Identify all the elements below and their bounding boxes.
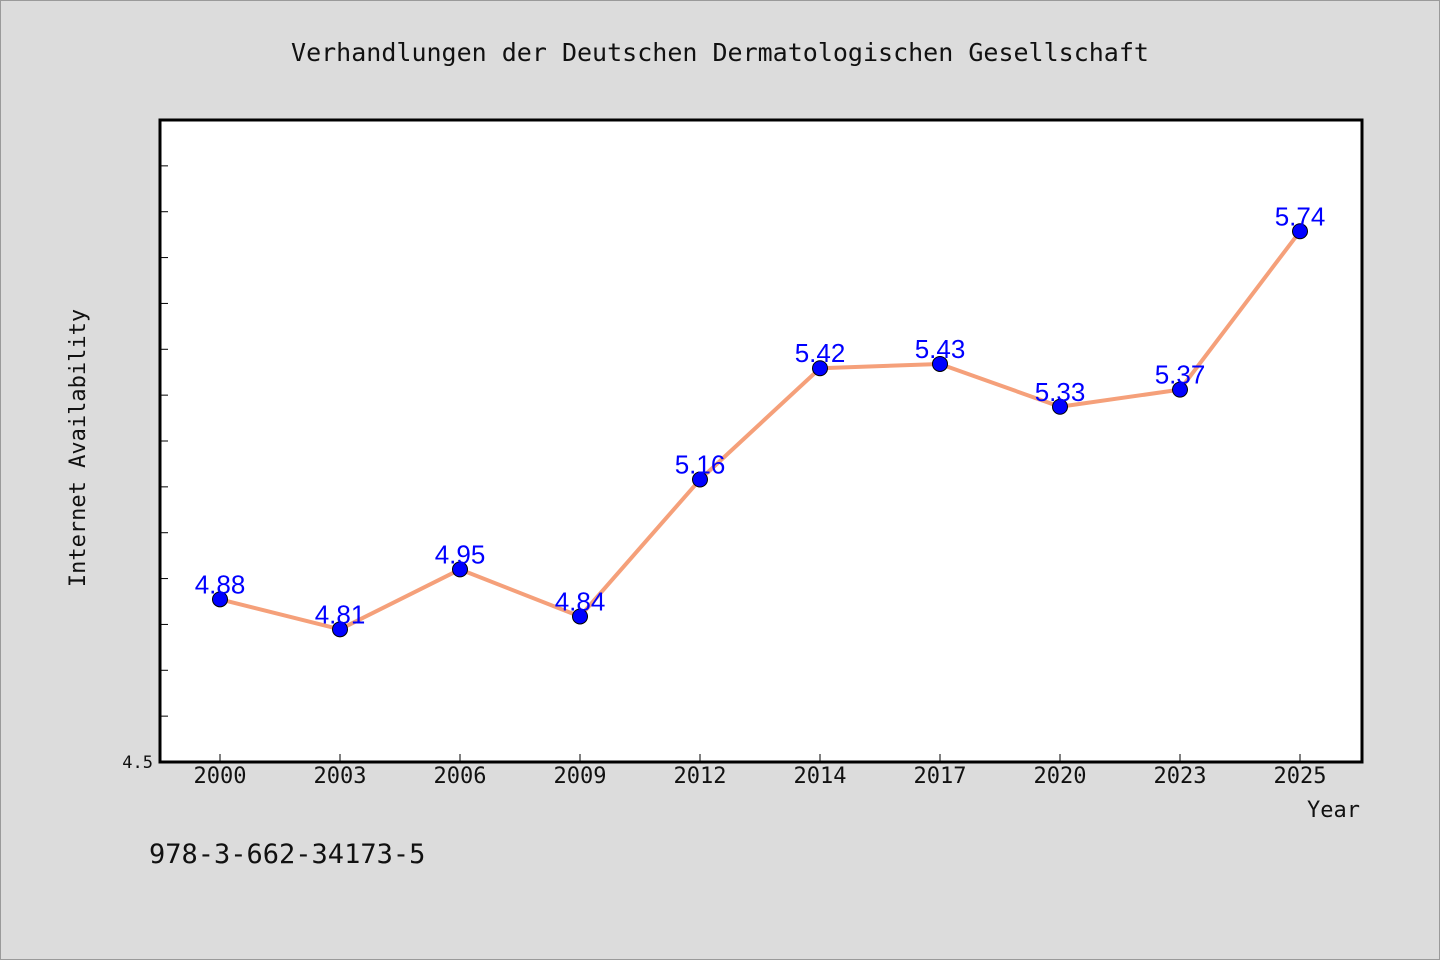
data-label: 5.42 bbox=[795, 338, 846, 368]
x-tick-label: 2000 bbox=[194, 764, 247, 789]
data-point bbox=[572, 608, 588, 625]
x-tick-label: 2014 bbox=[794, 764, 847, 789]
x-tick-label: 2020 bbox=[1034, 764, 1087, 789]
data-label: 4.84 bbox=[555, 586, 606, 616]
data-point bbox=[932, 355, 948, 372]
data-label: 5.37 bbox=[1155, 360, 1206, 390]
x-tick-label: 2017 bbox=[914, 764, 967, 789]
data-label: 4.95 bbox=[435, 539, 486, 569]
y-axis-label: Internet Availability bbox=[66, 309, 91, 587]
x-tick-label: 2012 bbox=[674, 764, 727, 789]
series-line bbox=[218, 229, 1302, 632]
plot-area bbox=[158, 118, 1364, 764]
footnote-isbn: 978-3-662-34173-5 bbox=[149, 839, 425, 870]
x-axis-ticks: 2000 2003 2006 2009 2012 2014 2017 2020 2023 2025 bbox=[194, 754, 1327, 789]
data-point bbox=[1292, 223, 1308, 240]
x-tick-label: 2003 bbox=[314, 764, 367, 789]
data-point bbox=[1052, 398, 1068, 415]
data-point bbox=[332, 621, 348, 638]
x-tick-label: 2006 bbox=[434, 764, 487, 789]
data-labels: 4.88 4.81 4.95 4.84 5.16 5.42 5.43 5.33 5.37 5.74 bbox=[195, 201, 1326, 629]
data-label: 5.43 bbox=[915, 334, 966, 364]
data-points bbox=[212, 223, 1308, 638]
chart-title: Verhandlungen der Deutschen Dermatologis… bbox=[291, 38, 1149, 67]
x-tick-label: 2009 bbox=[554, 764, 607, 789]
data-label: 5.16 bbox=[675, 450, 726, 480]
x-tick-label: 2025 bbox=[1274, 764, 1327, 789]
x-axis-label: Year bbox=[1307, 798, 1360, 823]
data-point bbox=[452, 561, 468, 578]
data-point bbox=[692, 471, 708, 488]
data-label: 5.33 bbox=[1035, 377, 1086, 407]
data-point bbox=[1172, 381, 1188, 398]
data-label: 4.81 bbox=[315, 599, 366, 629]
data-point bbox=[812, 360, 828, 377]
data-label: 5.74 bbox=[1275, 201, 1326, 231]
x-tick-label: 2023 bbox=[1154, 764, 1207, 789]
data-label: 4.88 bbox=[195, 569, 246, 599]
y-axis-ticks bbox=[160, 119, 168, 717]
y-tick-label: 4.5 bbox=[122, 753, 153, 773]
data-point bbox=[212, 591, 228, 608]
series-line-group bbox=[218, 229, 1302, 632]
